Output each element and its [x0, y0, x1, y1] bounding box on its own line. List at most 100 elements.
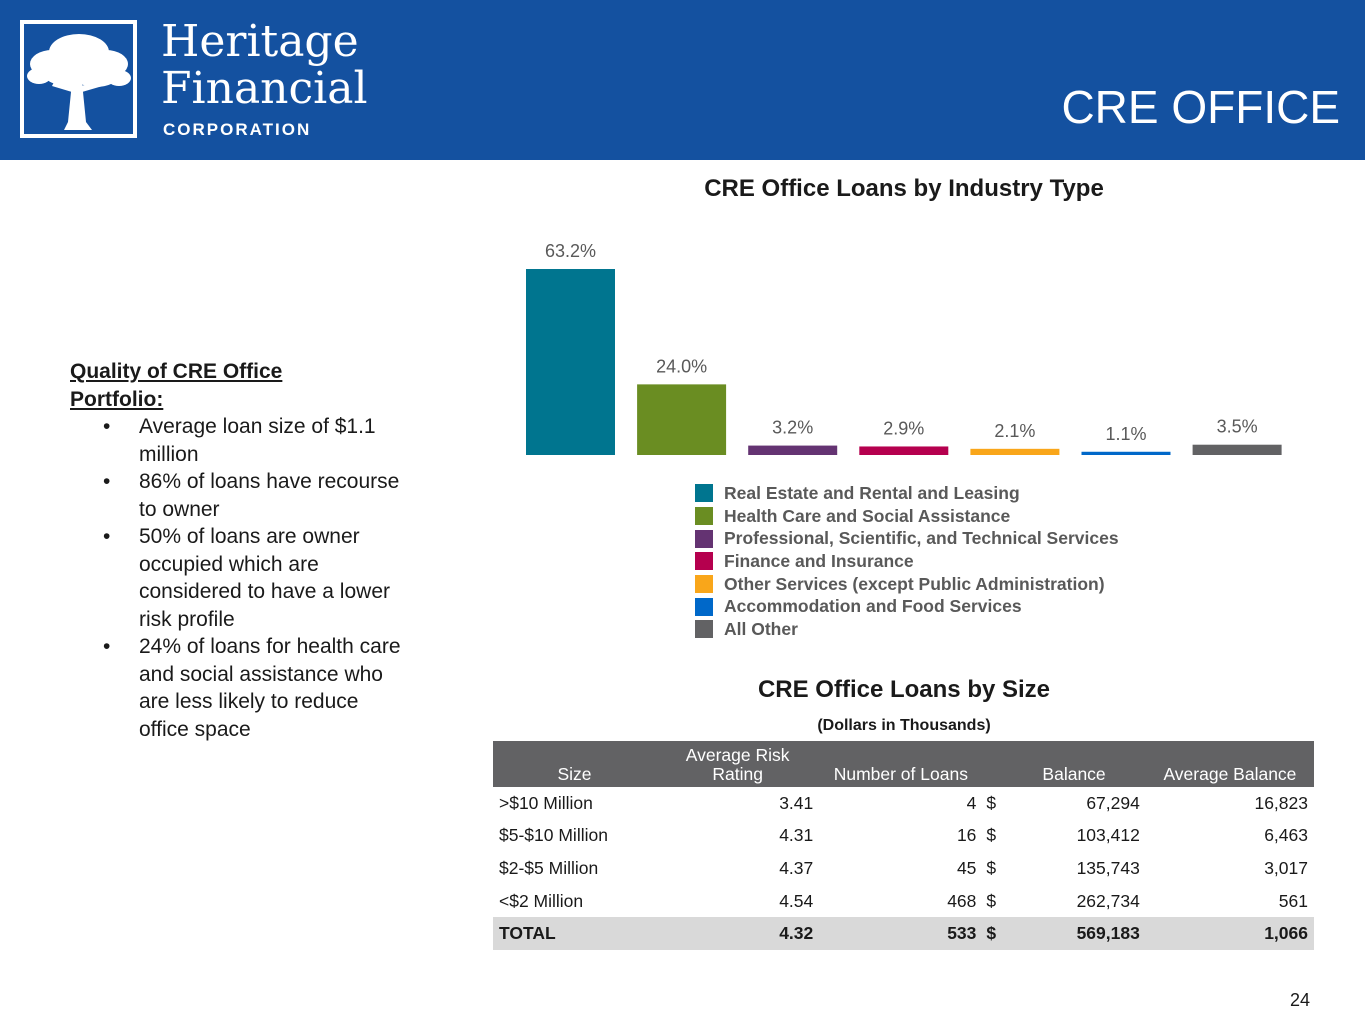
bar-1	[526, 269, 615, 455]
cell-size: TOTAL	[493, 917, 657, 950]
cell-currency: $	[986, 825, 997, 846]
table-title: CRE Office Loans by Size	[757, 676, 1051, 703]
cell-balance: 103,412	[1076, 825, 1140, 846]
header-banner: Heritage Financial CORPORATION CRE OFFIC…	[0, 0, 1365, 160]
legend-item: Other Services (except Public Administra…	[695, 573, 1119, 596]
legend-label: Other Services (except Public Administra…	[724, 573, 1105, 594]
bar-4	[859, 446, 949, 455]
bar-5	[970, 448, 1060, 455]
tree-icon	[27, 34, 131, 130]
bar-value-label: 2.9%	[883, 418, 924, 438]
cell-currency: $	[986, 857, 997, 878]
quality-bullet: 24% of loans for health care and social …	[70, 633, 410, 743]
legend-swatch	[695, 597, 713, 616]
cell-risk: 3.41	[779, 792, 814, 813]
cell-count: 4	[966, 792, 977, 813]
cell-currency: $	[982, 917, 1003, 950]
chart-legend: Real Estate and Rental and Leasing Health…	[695, 482, 1119, 641]
legend-swatch	[695, 484, 713, 503]
industry-bar-chart: 63.2% 24.0% 3.2% 2.9% 2.1% 1.1% 3.5%	[526, 241, 1282, 455]
col-size: Size	[493, 741, 657, 787]
bar-6	[1081, 451, 1171, 455]
cell-count: 16	[956, 825, 977, 846]
cell-average-balance: 16,823	[1254, 792, 1308, 813]
col-risk-line1: Average Risk	[685, 745, 790, 765]
chart-title: CRE Office Loans by Industry Type	[704, 175, 1104, 202]
legend-swatch	[695, 552, 713, 571]
bar-value-label: 3.5%	[1217, 417, 1258, 437]
quality-title: Quality of CRE Office Portfolio:	[70, 360, 283, 411]
legend-label: Accommodation and Food Services	[724, 596, 1022, 617]
cell-currency: $	[986, 890, 997, 911]
cell-count: 45	[956, 857, 977, 878]
bar-value-label: 3.2%	[772, 418, 813, 438]
legend-label: Finance and Insurance	[724, 550, 914, 571]
bar-value-label: 24.0%	[656, 356, 707, 376]
col-risk-rating: Average Risk Rating	[656, 741, 820, 787]
table-row: $2-$5 Million 4.37 45 $ 135,743 3,017	[493, 852, 1314, 885]
quality-bullet-list: Average loan size of $1.1 million 86% of…	[70, 413, 420, 743]
cell-risk: 4.54	[779, 890, 814, 911]
legend-label: Health Care and Social Assistance	[724, 505, 1011, 526]
legend-label: Real Estate and Rental and Leasing	[724, 482, 1020, 503]
legend-item: Real Estate and Rental and Leasing	[695, 482, 1119, 505]
col-risk-line2: Rating	[712, 764, 763, 784]
cell-average-balance: 561	[1278, 890, 1308, 911]
bar-value-label: 2.1%	[994, 421, 1035, 441]
bar-7	[1192, 444, 1282, 455]
col-number-of-loans: Number of Loans	[819, 741, 983, 787]
quality-panel: Quality of CRE Office Portfolio: Average…	[70, 358, 420, 743]
cell-risk: 4.31	[779, 825, 814, 846]
legend-item: Finance and Insurance	[695, 550, 1119, 573]
loans-by-size-table: Size Average Risk Rating Number of Loans…	[493, 741, 1314, 950]
bar-value-label: 63.2%	[545, 241, 596, 261]
table-body: >$10 Million 3.41 4 $ 67,294 16,823 $5-$…	[493, 787, 1314, 950]
page-number: 24	[1290, 990, 1311, 1010]
col-currency	[982, 741, 1003, 787]
cell-currency: $	[986, 792, 997, 813]
cell-size: <$2 Million	[499, 890, 584, 911]
table-subtitle: (Dollars in Thousands)	[817, 717, 991, 734]
bar-3	[748, 445, 838, 455]
col-average-balance: Average Balance	[1145, 741, 1314, 787]
cell-count: 533	[819, 917, 983, 950]
legend-label: All Other	[724, 618, 798, 639]
logo-line1: Heritage	[161, 16, 359, 67]
table-row: >$10 Million 3.41 4 $ 67,294 16,823	[493, 787, 1314, 820]
bar-value-label: 1.1%	[1105, 424, 1146, 444]
page-title: CRE OFFICE	[1061, 81, 1340, 133]
legend-swatch	[695, 620, 713, 639]
legend-item: Accommodation and Food Services	[695, 595, 1119, 618]
cell-count: 468	[947, 890, 977, 911]
cell-size: $5-$10 Million	[499, 825, 608, 846]
cell-balance: 135,743	[1076, 857, 1140, 878]
quality-bullet: 50% of loans are owner occupied which ar…	[70, 523, 410, 633]
cell-balance: 569,183	[1002, 917, 1146, 950]
cell-risk: 4.32	[656, 917, 820, 950]
cell-balance: 67,294	[1086, 792, 1140, 813]
legend-item: Health Care and Social Assistance	[695, 505, 1119, 528]
col-balance: Balance	[1002, 741, 1146, 787]
cell-size: $2-$5 Million	[499, 857, 599, 878]
legend-swatch	[695, 507, 713, 526]
cell-risk: 4.37	[779, 857, 814, 878]
cell-average-balance: 1,066	[1145, 917, 1314, 950]
logo-subtitle: CORPORATION	[163, 120, 312, 139]
logo-tree-icon	[20, 20, 137, 138]
cell-average-balance: 6,463	[1264, 825, 1308, 846]
legend-swatch	[695, 575, 713, 594]
legend-item: Professional, Scientific, and Technical …	[695, 527, 1119, 550]
logo-line2: Financial	[161, 63, 368, 114]
quality-bullet: Average loan size of $1.1 million	[70, 413, 410, 468]
table-header-row: Size Average Risk Rating Number of Loans…	[493, 741, 1314, 787]
table-row: <$2 Million 4.54 468 $ 262,734 561	[493, 885, 1314, 918]
table-total-row: TOTAL 4.32 533 $ 569,183 1,066	[493, 917, 1314, 950]
bar-2	[637, 384, 727, 455]
cell-balance: 262,734	[1076, 890, 1140, 911]
cell-size: >$10 Million	[499, 792, 593, 813]
cell-average-balance: 3,017	[1264, 857, 1308, 878]
legend-item: All Other	[695, 618, 1119, 641]
legend-label: Professional, Scientific, and Technical …	[724, 528, 1119, 549]
table-row: $5-$10 Million 4.31 16 $ 103,412 6,463	[493, 820, 1314, 853]
quality-bullet: 86% of loans have recourse to owner	[70, 468, 410, 523]
